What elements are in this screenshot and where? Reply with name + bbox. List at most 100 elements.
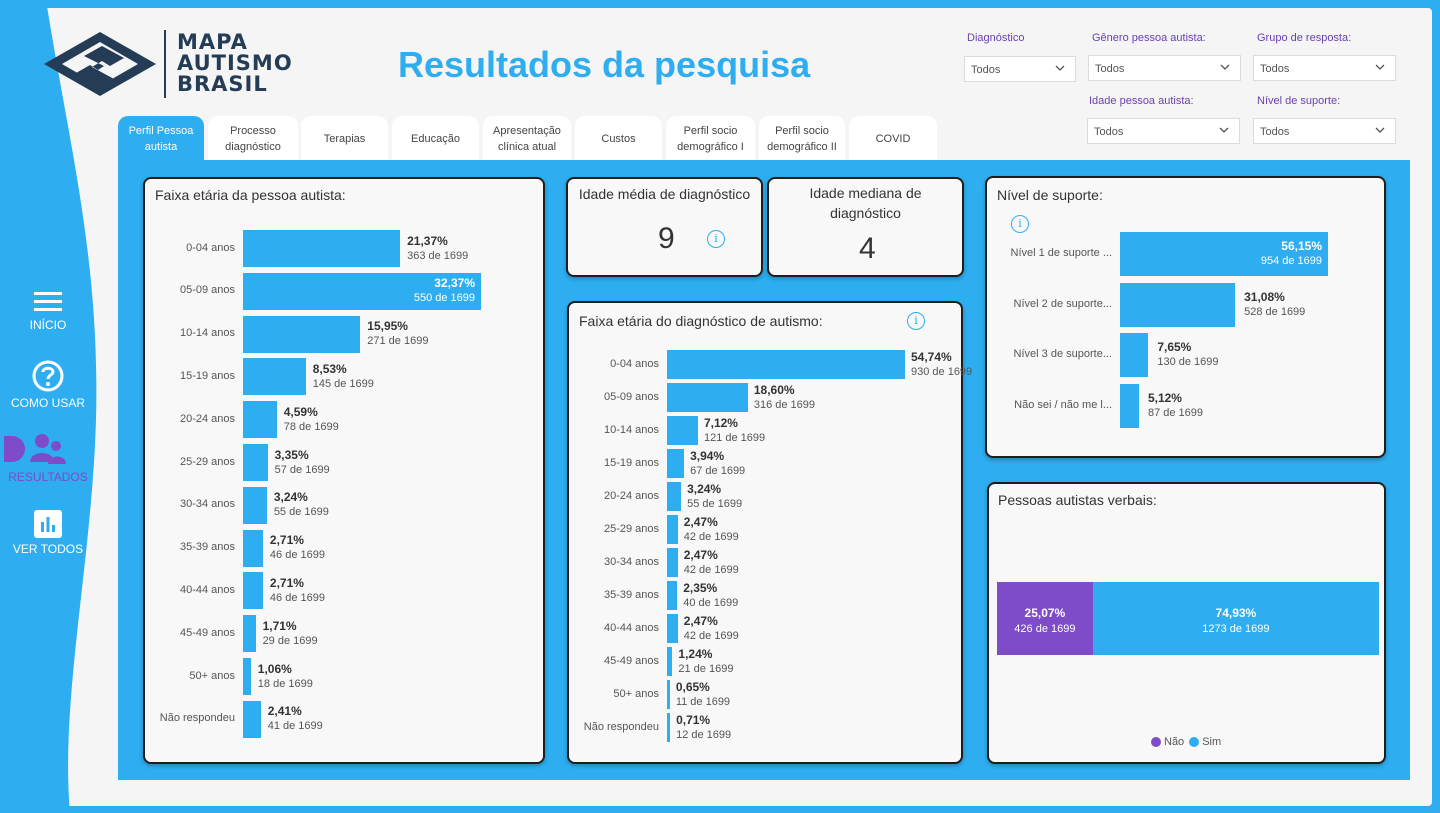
- bar-category-label: 0-04 anos: [186, 241, 235, 254]
- bar-count-label: 145 de 1699: [312, 377, 374, 390]
- bar: [667, 515, 678, 544]
- bar-category-label: 20-24 anos: [179, 412, 235, 425]
- bar-count-label: 40 de 1699: [683, 596, 739, 609]
- menu-icon: [34, 292, 62, 311]
- bar-count-label: 528 de 1699: [1244, 305, 1306, 318]
- chart-title: Faixa etária do diagnóstico de autismo:: [579, 313, 823, 329]
- chart-card-faixa-diagnostico: Faixa etária do diagnóstico de autismo: …: [567, 301, 972, 764]
- bar-category-label: 10-14 anos: [179, 327, 235, 340]
- bar-value-label: 2,47%: [683, 514, 718, 529]
- bar-value-label: 3,94%: [690, 448, 725, 463]
- chevron-down-icon: [1375, 64, 1385, 70]
- info-icon[interactable]: i: [907, 312, 925, 330]
- filter-value: Todos: [1260, 126, 1290, 138]
- info-icon[interactable]: i: [707, 230, 725, 248]
- people-icon: [4, 434, 66, 464]
- nav-ver-todos[interactable]: VER TODOS: [0, 510, 96, 556]
- bar-category-label: 45-49 anos: [603, 654, 659, 667]
- bar-count-label: 87 de 1699: [1147, 406, 1204, 419]
- tab-label-line: diagnóstico: [225, 141, 281, 153]
- bar: [667, 647, 673, 676]
- bar-value-label: 1,71%: [262, 618, 297, 633]
- chart-title: Pessoas autistas verbais:: [998, 492, 1157, 508]
- tab-apresentacao-clinica[interactable]: Apresentação clínica atual: [483, 116, 571, 160]
- bar-count-label: 57 de 1699: [274, 463, 330, 476]
- filter-select[interactable]: Todos: [1087, 118, 1240, 144]
- tab-label-line: clínica atual: [497, 141, 557, 153]
- bar-category-label: 25-29 anos: [179, 455, 235, 468]
- logo-line-2: AUTISMO: [177, 51, 293, 75]
- bar-value-label: 7,65%: [1157, 340, 1192, 354]
- nav-label: INÍCIO: [29, 318, 67, 332]
- nav-como-usar[interactable]: COMO USAR: [0, 360, 96, 410]
- bar-count-label: 41 de 1699: [267, 720, 323, 733]
- bar-count-label: 426 de 1699: [1014, 623, 1076, 635]
- bar-value-label: 4,59%: [283, 404, 318, 419]
- nav-label: COMO USAR: [10, 396, 85, 410]
- bar-count-label: 29 de 1699: [262, 634, 318, 647]
- bar-category-label: 05-09 anos: [603, 390, 659, 403]
- filter-select[interactable]: Todos: [1088, 55, 1241, 81]
- nav-label: VER TODOS: [12, 542, 84, 556]
- bar-value-label: 56,15%: [1281, 239, 1322, 253]
- filter-select[interactable]: Todos: [1253, 55, 1396, 81]
- bar-category-label: Não sei / não me l...: [1014, 398, 1112, 411]
- bar-value-label: 1,06%: [257, 661, 292, 676]
- bar-count-label: 930 de 1699: [911, 365, 973, 378]
- bar: [667, 581, 678, 610]
- tab-covid[interactable]: COVID: [849, 116, 937, 160]
- help-icon: [32, 360, 64, 392]
- bar-value-label: 8,53%: [312, 361, 347, 376]
- tab-custos[interactable]: Custos: [575, 116, 662, 160]
- stacked-bar-segment: [1092, 582, 1379, 655]
- tab-perfil-socio-2[interactable]: Perfil socio demográfico II: [759, 116, 845, 160]
- tab-label-line: Terapias: [323, 133, 366, 145]
- bar-value-label: 3,35%: [274, 447, 309, 462]
- bar-count-label: 42 de 1699: [683, 563, 739, 576]
- tab-label-line: demográfico I: [677, 141, 744, 153]
- filter-value: Todos: [1260, 63, 1290, 75]
- info-icon[interactable]: i: [1011, 215, 1029, 233]
- filter-label: Diagnóstico: [967, 32, 1025, 44]
- nav-resultados[interactable]: RESULTADOS: [0, 432, 96, 484]
- tab-educacao[interactable]: Educação: [392, 116, 479, 160]
- bar-count-label: 46 de 1699: [269, 591, 325, 604]
- bar-category-label: Não respondeu: [583, 720, 659, 733]
- filter-select[interactable]: Todos: [1253, 118, 1396, 144]
- bar: [243, 572, 263, 610]
- page-title: Resultados da pesquisa: [398, 44, 811, 85]
- filter-label: Nível de suporte:: [1257, 95, 1341, 107]
- logo-line-1: MAPA: [177, 30, 248, 54]
- bar: [243, 230, 401, 267]
- filter-select[interactable]: Todos: [964, 56, 1076, 82]
- bar: [667, 548, 678, 577]
- tab-processo-diagnostico[interactable]: Processo diagnóstico: [208, 116, 298, 160]
- stacked-bar-segment: [997, 582, 1093, 655]
- nav-label: RESULTADOS: [8, 470, 88, 484]
- chart-title: Faixa etária da pessoa autista:: [155, 187, 346, 203]
- bar-value-label: 54,74%: [911, 349, 952, 364]
- tab-terapias[interactable]: Terapias: [301, 116, 388, 160]
- bar-value-label: 25,07%: [1024, 606, 1066, 620]
- tab-perfil-socio-1[interactable]: Perfil socio demográfico I: [666, 116, 755, 160]
- tab-perfil-pessoa-autista[interactable]: Perfil Pessoa autista: [118, 116, 204, 160]
- nav-inicio[interactable]: INÍCIO: [0, 290, 96, 332]
- chevron-down-icon: [1055, 65, 1065, 71]
- chart-title: Nível de suporte:: [997, 187, 1103, 203]
- legend-swatch-sim: [1189, 737, 1200, 747]
- tab-label-line: autista: [144, 141, 178, 153]
- legend-label: Sim: [1202, 736, 1222, 748]
- bar: [667, 680, 670, 709]
- bar-category-label: 10-14 anos: [603, 423, 659, 436]
- bar: [667, 449, 685, 478]
- bar-count-label: 42 de 1699: [683, 629, 739, 642]
- tab-label-line: Perfil socio: [775, 125, 829, 137]
- bar: [243, 315, 361, 353]
- bar-count-label: 55 de 1699: [687, 497, 743, 510]
- bar-category-label: 50+ anos: [613, 687, 659, 700]
- legend-swatch-nao: [1151, 737, 1161, 747]
- legend-label: Não: [1164, 736, 1185, 748]
- filter-label: Gênero pessoa autista:: [1092, 32, 1206, 44]
- logo-line-3: BRASIL: [177, 72, 268, 96]
- bar-count-label: 12 de 1699: [676, 728, 732, 741]
